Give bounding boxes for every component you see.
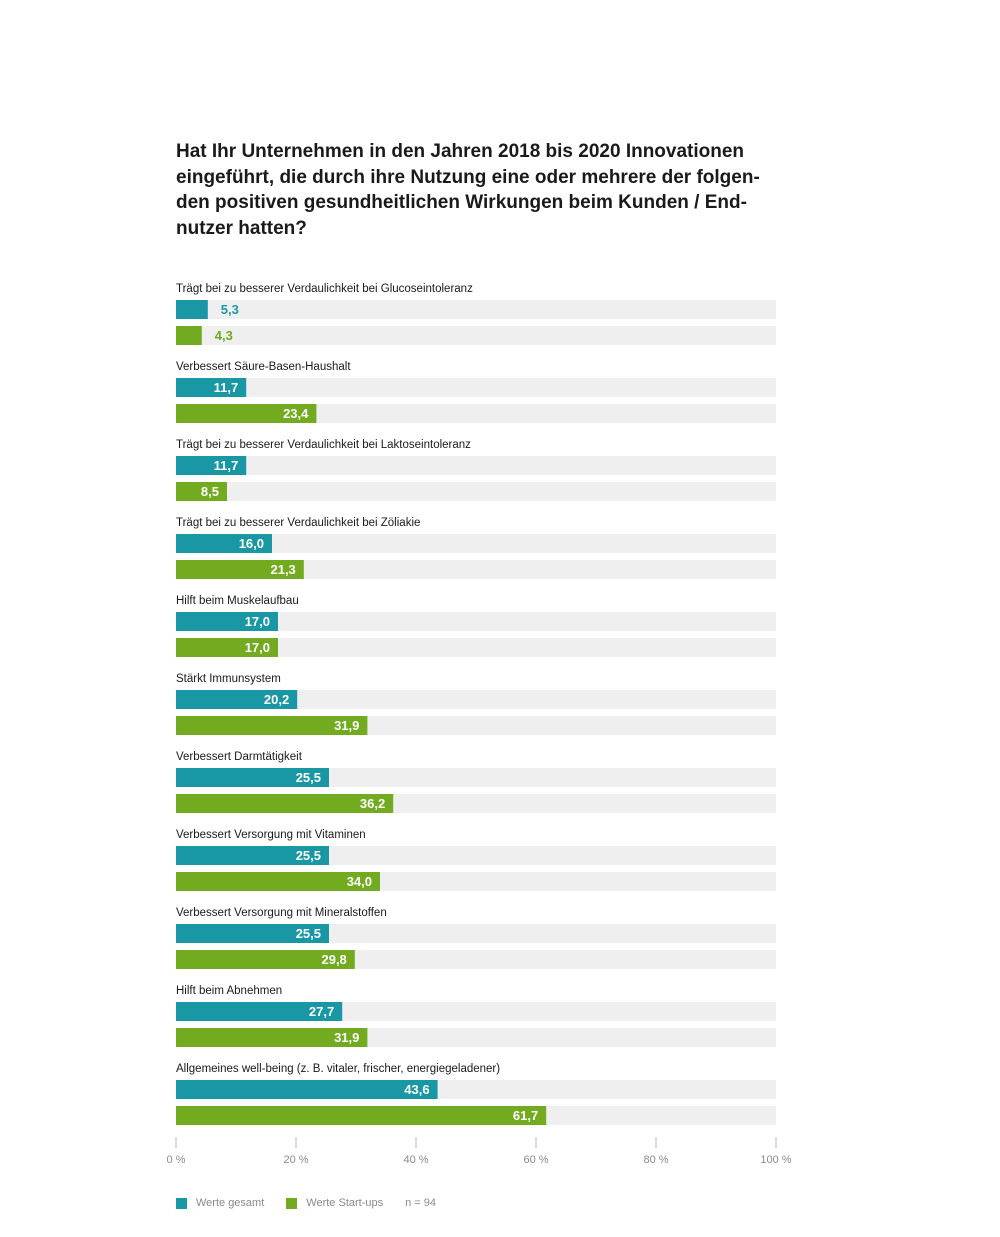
bar-value-label: 25,5 — [296, 926, 321, 941]
bar-value-label: 36,2 — [360, 796, 385, 811]
legend-swatch-startups — [286, 1197, 298, 1209]
x-tick-label: 40 % — [403, 1154, 428, 1166]
category-label: Trägt bei zu besserer Verdaulichkeit bei… — [176, 517, 420, 529]
bar — [176, 378, 247, 397]
chart-title: Hat Ihr Unternehmen in den Jahren 2018 b… — [176, 141, 760, 239]
bar — [176, 404, 317, 423]
bar-track — [176, 300, 776, 319]
bar-track — [176, 404, 776, 423]
category-label: Verbessert Darmtätigkeit — [176, 751, 303, 763]
category-label: Trägt bei zu besserer Verdaulichkeit bei… — [176, 439, 471, 451]
bar-value-label: 25,5 — [296, 848, 321, 863]
category-label: Verbessert Versorgung mit Mineralstoffen — [176, 907, 387, 919]
category-label: Verbessert Säure-Basen-Haushalt — [176, 361, 351, 373]
bar-value-label: 31,9 — [334, 718, 359, 733]
bar-value-label: 27,7 — [309, 1004, 334, 1019]
bar-track — [176, 534, 776, 553]
bar — [176, 924, 329, 943]
bar-value-label: 17,0 — [245, 640, 270, 655]
bar — [176, 768, 329, 787]
x-tick-label: 100 % — [760, 1154, 791, 1166]
legend: Werte gesamt Werte Start-ups n = 94 — [176, 1195, 458, 1211]
bar-value-label: 21,3 — [270, 562, 295, 577]
bar-track — [176, 456, 776, 475]
legend-item-startups: Werte Start-ups — [286, 1197, 383, 1209]
bar-value-label: 11,7 — [214, 380, 239, 395]
bar-value-label: 20,2 — [264, 692, 289, 707]
bar — [176, 1080, 438, 1099]
bar-value-label: 17,0 — [245, 614, 270, 629]
bar-value-label: 5,3 — [221, 302, 239, 317]
bar-track — [176, 378, 776, 397]
bar-track — [176, 690, 776, 709]
category-label: Hilft beim Abnehmen — [176, 985, 282, 997]
bar-value-label: 29,8 — [321, 952, 346, 967]
bar-track — [176, 612, 776, 631]
bar — [176, 1028, 368, 1047]
bar-value-label: 25,5 — [296, 770, 321, 785]
sample-size-text: n = 94 — [405, 1197, 436, 1209]
bar-value-label: 11,7 — [214, 458, 239, 473]
x-tick-label: 60 % — [523, 1154, 548, 1166]
bar — [176, 456, 247, 475]
bar-track — [176, 482, 776, 501]
bar — [176, 950, 355, 969]
bar-track — [176, 326, 776, 345]
bar — [176, 482, 227, 501]
sample-size-note: n = 94 — [405, 1197, 436, 1209]
bar-track — [176, 560, 776, 579]
bar — [176, 560, 304, 579]
bar-value-label: 16,0 — [239, 536, 264, 551]
legend-item-gesamt: Werte gesamt — [176, 1197, 264, 1209]
bar-value-label: 23,4 — [283, 406, 309, 421]
bar — [176, 794, 394, 813]
bar-value-label: 43,6 — [404, 1082, 429, 1097]
bar — [176, 326, 202, 345]
bar-value-label: 34,0 — [347, 874, 372, 889]
bar — [176, 638, 278, 657]
category-label: Allgemeines well-being (z. B. vitaler, f… — [176, 1063, 500, 1075]
category-label: Stärkt Immunsystem — [176, 673, 281, 685]
category-label: Trägt bei zu besserer Verdaulichkeit bei… — [176, 283, 473, 295]
bar — [176, 1002, 343, 1021]
x-tick-label: 80 % — [643, 1154, 668, 1166]
x-tick-label: 0 % — [167, 1154, 186, 1166]
legend-label-gesamt: Werte gesamt — [196, 1197, 265, 1209]
bar — [176, 1106, 547, 1125]
bar — [176, 872, 380, 891]
bar-track — [176, 638, 776, 657]
legend-swatch-gesamt — [176, 1197, 187, 1209]
x-tick-label: 20 % — [283, 1154, 308, 1166]
bar-value-label: 8,5 — [201, 484, 219, 499]
bar — [176, 534, 272, 553]
category-label: Verbessert Versorgung mit Vitaminen — [176, 829, 366, 841]
bar-value-label: 61,7 — [513, 1108, 538, 1123]
bar — [176, 690, 298, 709]
bar — [176, 300, 208, 319]
bar — [176, 846, 329, 865]
bar — [176, 612, 278, 631]
bar-value-label: 31,9 — [334, 1030, 359, 1045]
bar — [176, 716, 368, 735]
legend-label-startups: Werte Start-ups — [306, 1197, 384, 1209]
category-label: Hilft beim Muskelaufbau — [176, 595, 299, 607]
bar-value-label: 4,3 — [215, 328, 233, 343]
